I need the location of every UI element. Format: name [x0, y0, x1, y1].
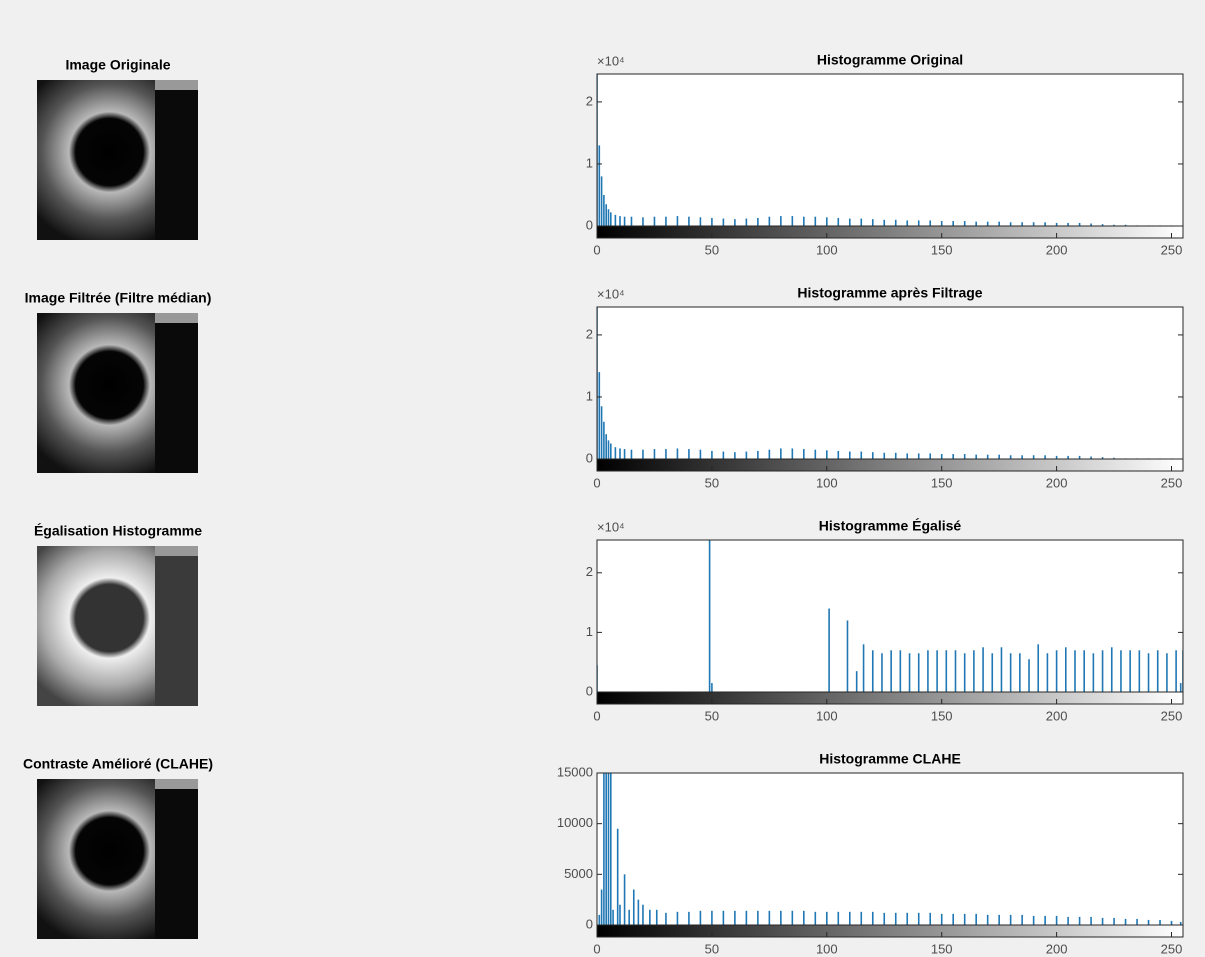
y-tick-label: 2: [586, 326, 593, 341]
image-side: [155, 313, 198, 473]
x-tick-label: 250: [1161, 242, 1183, 257]
y-multiplier: ×10⁴: [597, 519, 625, 534]
x-tick-label: 250: [1161, 708, 1183, 723]
x-tick-label: 150: [931, 708, 953, 723]
x-tick-label: 100: [816, 941, 838, 956]
y-tick-label: 1: [586, 155, 593, 170]
chart-title: Histogramme après Filtrage: [797, 285, 982, 301]
plot-area: [597, 74, 1183, 226]
image-side: [155, 80, 198, 240]
y-tick-label: 2: [586, 93, 593, 108]
x-tick-label: 100: [816, 242, 838, 257]
image-title: Image Originale: [65, 57, 170, 73]
plot-area: [597, 773, 1183, 925]
y-tick-label: 0: [586, 217, 593, 232]
x-tick-label: 150: [931, 941, 953, 956]
chart-title: Histogramme Original: [817, 52, 963, 68]
image-top: [155, 80, 198, 90]
histogram: Histogramme Égalisé ×10⁴ 0 1 2 0 50 100 150 200 25…: [586, 518, 1183, 724]
y-tick-label: 0: [586, 683, 593, 698]
y-multiplier: ×10⁴: [597, 286, 625, 301]
x-tick-label: 0: [593, 475, 600, 490]
x-tick-label: 50: [705, 242, 719, 257]
x-tick-label: 0: [593, 708, 600, 723]
x-tick-label: 150: [931, 242, 953, 257]
image-title: Contraste Amélioré (CLAHE): [23, 756, 213, 772]
x-tick-label: 200: [1046, 708, 1068, 723]
y-tick-label: 0: [586, 916, 593, 931]
colorbar: [597, 459, 1183, 471]
colorbar: [597, 226, 1183, 238]
x-tick-label: 250: [1161, 475, 1183, 490]
chart-title: Histogramme Égalisé: [819, 518, 962, 534]
x-tick-label: 50: [705, 475, 719, 490]
plot-area: [597, 540, 1183, 692]
plot-area: [597, 307, 1183, 459]
histogram: Histogramme Original ×10⁴ 0 1 2 0 50 100 150 200 2…: [586, 52, 1183, 258]
image-top: [155, 313, 198, 323]
x-tick-label: 50: [705, 941, 719, 956]
histogram: Histogramme CLAHE 0 5000 10000 15000 0 50 100 15…: [557, 751, 1183, 957]
y-tick-label: 2: [586, 564, 593, 579]
y-tick-label: 1: [586, 624, 593, 639]
y-tick-label: 0: [586, 450, 593, 465]
y-tick-label: 5000: [564, 866, 593, 881]
image-side: [155, 546, 198, 706]
image-title: Égalisation Histogramme: [34, 523, 202, 539]
image-side: [155, 779, 198, 939]
image-top: [155, 779, 198, 789]
x-tick-label: 200: [1046, 941, 1068, 956]
y-tick-label: 15000: [557, 764, 593, 779]
x-tick-label: 100: [816, 475, 838, 490]
x-tick-label: 0: [593, 941, 600, 956]
y-multiplier: ×10⁴: [597, 53, 625, 68]
x-tick-label: 150: [931, 475, 953, 490]
histogram: Histogramme après Filtrage ×10⁴ 0 1 2 0 50 100 1…: [586, 285, 1183, 491]
x-tick-label: 100: [816, 708, 838, 723]
chart-title: Histogramme CLAHE: [819, 751, 961, 767]
x-tick-label: 50: [705, 708, 719, 723]
y-tick-label: 1: [586, 388, 593, 403]
x-tick-label: 250: [1161, 941, 1183, 956]
image-top: [155, 546, 198, 556]
colorbar: [597, 692, 1183, 704]
x-tick-label: 200: [1046, 475, 1068, 490]
x-tick-label: 0: [593, 242, 600, 257]
figure: Image Originale Histogramme Original ×10⁴ 0…: [0, 0, 1205, 957]
y-tick-label: 10000: [557, 815, 593, 830]
x-tick-label: 200: [1046, 242, 1068, 257]
image-title: Image Filtrée (Filtre médian): [25, 290, 212, 306]
colorbar: [597, 925, 1183, 937]
